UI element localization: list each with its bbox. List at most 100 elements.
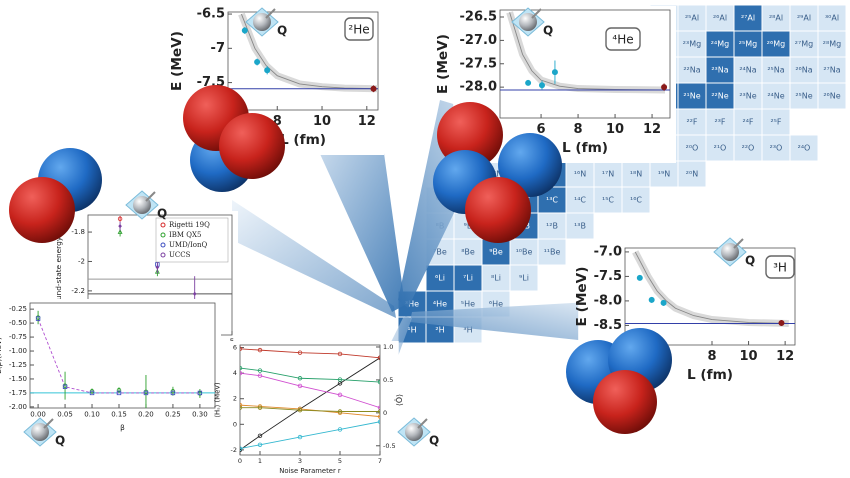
logo: Q xyxy=(397,417,439,448)
nuclide-cell xyxy=(762,57,790,83)
nuclide-label: ²⁶Ne xyxy=(823,92,840,101)
y-axis-label: E (MeV) xyxy=(574,267,590,327)
logo: Q xyxy=(23,417,65,448)
x-axis-label: Noise Parameter r xyxy=(279,467,341,475)
nuclide-cell xyxy=(706,135,734,161)
marker xyxy=(661,84,668,91)
nuclide-cell xyxy=(818,83,846,109)
plot-frame xyxy=(624,247,796,346)
proton xyxy=(437,102,503,168)
nuclide-label: ²⁷Mg xyxy=(795,40,813,49)
nuclide-label: ¹⁰Be xyxy=(516,248,533,257)
nuclide-label: ¹⁵C xyxy=(602,196,614,205)
logos: Q Q Q Q Q Q xyxy=(23,7,755,448)
chart-background xyxy=(4,299,221,437)
y-tick-label: -2 xyxy=(231,446,237,454)
x-tick-label: 10 xyxy=(740,349,758,364)
nuclide-label: ²³Ne xyxy=(739,92,756,101)
nuclide-cell xyxy=(678,57,706,83)
legend-box xyxy=(155,217,229,263)
marker xyxy=(297,408,303,413)
nuclide-cell xyxy=(818,5,846,31)
annotation: ³H xyxy=(773,261,787,275)
marker xyxy=(538,82,545,89)
spotlight xyxy=(410,300,625,345)
marker xyxy=(240,370,243,376)
proton xyxy=(593,370,657,434)
nuclide-label: ³He xyxy=(405,300,419,309)
marker xyxy=(257,404,263,409)
x-tick-label: 12 xyxy=(643,122,661,137)
x-tick-label: 12 xyxy=(358,114,376,129)
y-tick-label: -1.50 xyxy=(9,375,27,383)
nuclide-cell xyxy=(566,187,594,213)
nuclide-cell xyxy=(790,5,818,31)
y2-axis-label: ⟨Ô⟩ xyxy=(395,394,404,406)
legend-label: UMD/IonQ xyxy=(169,241,208,249)
y-tick-label: -7 xyxy=(211,41,225,56)
series-line xyxy=(634,251,789,324)
nuclide-label: ²⁵Ne xyxy=(795,92,812,101)
nuclide-label: ²H xyxy=(435,326,444,335)
y-tick-label: -28.0 xyxy=(460,80,497,95)
y-tick-label: 2 xyxy=(233,395,237,403)
nuclide-cell xyxy=(762,135,790,161)
x-tick-label: 0.10 xyxy=(84,410,100,418)
nuclide-label: ²⁵Mg xyxy=(739,40,757,49)
x-axis-label: L (fm) xyxy=(562,140,608,156)
y2-tick-label: 0 xyxy=(383,409,387,417)
legend-label: UCCS xyxy=(169,251,191,259)
nuclide-label: ¹⁸N xyxy=(630,170,642,179)
logo-pointer xyxy=(733,238,744,249)
nuclide-label: ²⁶Al xyxy=(713,14,727,23)
nuclide-label: ²⁴Ne xyxy=(767,92,784,101)
marker xyxy=(660,299,667,306)
nuclide-cell xyxy=(790,31,818,57)
nuclide-label: ¹⁴C xyxy=(574,196,586,205)
marker xyxy=(240,405,243,410)
nuclide-cell xyxy=(454,265,482,291)
nuclide-label: ²⁷Al xyxy=(741,14,755,23)
logo-pointer xyxy=(265,8,276,19)
nuclide-label: ²⁴F xyxy=(742,118,753,127)
marker xyxy=(297,376,303,381)
nuclide-cell xyxy=(482,239,510,265)
marker xyxy=(636,274,643,281)
nuclide-cell xyxy=(678,109,706,135)
logo: Q xyxy=(511,7,553,38)
nuclide-cell xyxy=(482,265,510,291)
legend-swatch xyxy=(160,232,166,238)
series-group xyxy=(625,250,795,327)
marker xyxy=(377,355,380,360)
nuclide-label: ⁷Be xyxy=(433,248,447,257)
nuclide-cell xyxy=(818,57,846,83)
nuclide-label: ²⁴Mg xyxy=(711,40,729,49)
nuclide-cell xyxy=(762,31,790,57)
logo-text: Q xyxy=(157,207,167,221)
logo-text: Q xyxy=(277,24,287,38)
series-line xyxy=(240,372,380,409)
nuclide-label: ²³Mg xyxy=(683,40,701,49)
y-tick-label: -2 xyxy=(78,257,85,265)
y-tick-label: -1.8 xyxy=(71,228,85,236)
nuclide-label: ⁶He xyxy=(489,300,503,309)
nuclide-label: ⁹Li xyxy=(519,274,529,283)
nuclide-label: ²⁴Na xyxy=(739,66,756,75)
marker xyxy=(257,373,263,378)
proton xyxy=(219,113,285,179)
nuclide-label: ⁸Li xyxy=(491,274,501,283)
logo-pointer xyxy=(43,418,54,429)
marker xyxy=(337,351,343,357)
marker xyxy=(170,390,176,396)
nuclide-cell xyxy=(678,5,706,31)
x-tick-label: 7 xyxy=(378,457,382,465)
nuclide-label: ⁸Be xyxy=(461,248,475,257)
nuclide-cell xyxy=(706,5,734,31)
logo-text: Q xyxy=(543,24,553,38)
chart: -7.0 -7.5 -8.0 -8.5 8 10 12 L (fm) E (MeV) ³H xyxy=(574,244,801,390)
proton xyxy=(465,177,531,243)
marker xyxy=(116,390,122,396)
x-tick-label: 3 xyxy=(298,457,302,465)
nuclide-cell xyxy=(762,109,790,135)
marker xyxy=(240,446,243,451)
